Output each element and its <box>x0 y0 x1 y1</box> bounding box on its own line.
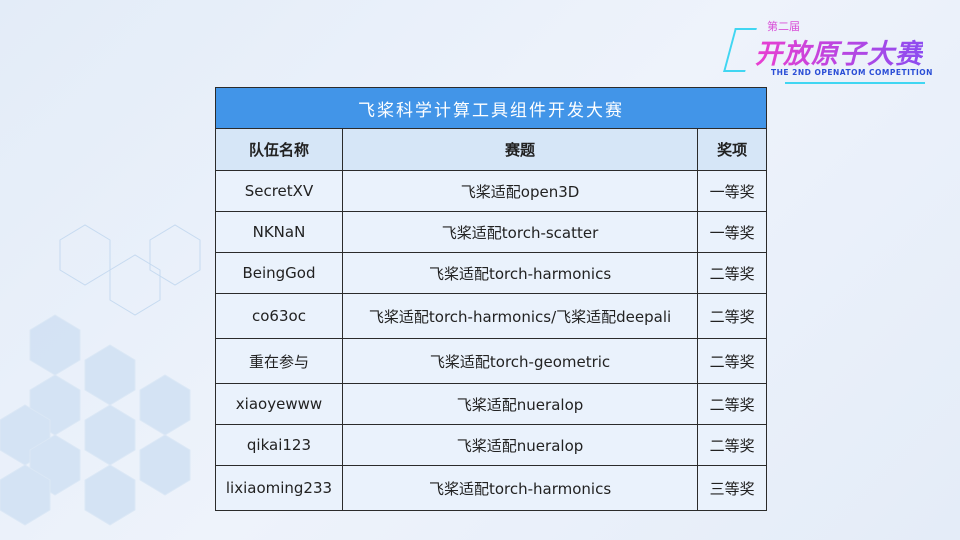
table-row: lixiaoming233 飞桨适配torch-harmonics 三等奖 <box>215 465 767 511</box>
header-team: 队伍名称 <box>215 128 343 171</box>
topic-cell: 飞桨适配torch-harmonics/飞桨适配deepali <box>341 293 699 339</box>
topic-cell: 飞桨适配torch-harmonics <box>341 252 699 294</box>
topic-cell: 飞桨适配torch-geometric <box>341 338 699 384</box>
team-cell: BeingGod <box>215 252 343 294</box>
table-row: BeingGod 飞桨适配torch-harmonics 二等奖 <box>215 252 767 294</box>
header-award: 奖项 <box>697 128 767 171</box>
awards-table: 飞桨科学计算工具组件开发大赛 队伍名称 赛题 奖项 SecretXV 飞桨适配op… <box>215 87 767 511</box>
table-row: qikai123 飞桨适配nueralop 二等奖 <box>215 424 767 466</box>
header-topic: 赛题 <box>341 128 699 171</box>
topic-cell: 飞桨适配open3D <box>341 170 699 212</box>
topic-cell: 飞桨适配nueralop <box>341 424 699 466</box>
table-row: co63oc 飞桨适配torch-harmonics/飞桨适配deepali 二等奖 <box>215 293 767 339</box>
award-cell: 二等奖 <box>697 383 767 425</box>
award-cell: 二等奖 <box>697 252 767 294</box>
table-row: xiaoyewww 飞桨适配nueralop 二等奖 <box>215 383 767 425</box>
table-row: 重在参与 飞桨适配torch-geometric 二等奖 <box>215 338 767 384</box>
award-cell: 三等奖 <box>697 465 767 511</box>
team-cell: xiaoyewww <box>215 383 343 425</box>
logo-line-decoration <box>785 82 925 84</box>
hexagon-pattern-decoration <box>0 224 201 526</box>
topic-cell: 飞桨适配torch-scatter <box>341 211 699 253</box>
award-cell: 二等奖 <box>697 293 767 339</box>
topic-cell: 飞桨适配torch-harmonics <box>341 465 699 511</box>
logo-name: 开放原子大赛 <box>755 32 923 71</box>
team-cell: co63oc <box>215 293 343 339</box>
table-header-row: 队伍名称 赛题 奖项 <box>215 128 767 171</box>
team-cell: NKNaN <box>215 211 343 253</box>
award-cell: 一等奖 <box>697 170 767 212</box>
table-title: 飞桨科学计算工具组件开发大赛 <box>215 87 767 129</box>
team-cell: SecretXV <box>215 170 343 212</box>
award-cell: 二等奖 <box>697 338 767 384</box>
logo-edition: 第二届 <box>767 20 800 33</box>
team-cell: lixiaoming233 <box>215 465 343 511</box>
table-row: NKNaN 飞桨适配torch-scatter 一等奖 <box>215 211 767 253</box>
award-cell: 二等奖 <box>697 424 767 466</box>
team-cell: 重在参与 <box>215 338 343 384</box>
logo-bracket-decoration <box>723 28 757 72</box>
topic-cell: 飞桨适配nueralop <box>341 383 699 425</box>
team-cell: qikai123 <box>215 424 343 466</box>
table-row: SecretXV 飞桨适配open3D 一等奖 <box>215 170 767 212</box>
logo-english: THE 2ND OPENATOM COMPETITION <box>771 68 933 77</box>
openatom-competition-logo: 第二届 开放原子大赛 THE 2ND OPENATOM COMPETITION <box>723 14 935 84</box>
award-cell: 一等奖 <box>697 211 767 253</box>
